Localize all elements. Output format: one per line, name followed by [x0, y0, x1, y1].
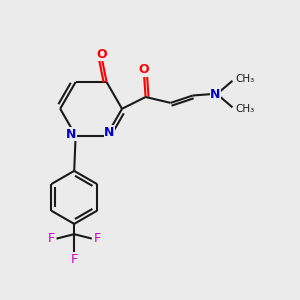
- Text: CH₃: CH₃: [236, 104, 255, 114]
- Text: N: N: [104, 126, 115, 139]
- Text: N: N: [66, 128, 76, 141]
- Text: N: N: [210, 88, 220, 100]
- Text: CH₃: CH₃: [236, 74, 255, 84]
- Text: F: F: [70, 253, 78, 266]
- Text: O: O: [97, 47, 107, 61]
- Text: F: F: [48, 232, 55, 245]
- Text: O: O: [139, 63, 149, 76]
- Text: F: F: [94, 232, 101, 245]
